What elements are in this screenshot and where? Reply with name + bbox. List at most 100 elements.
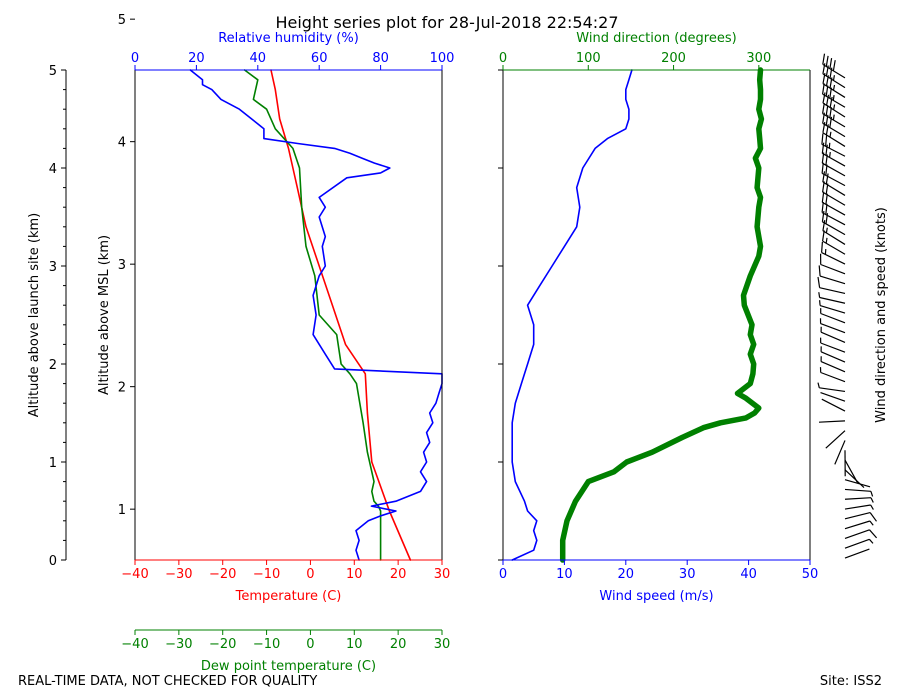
wind-barb bbox=[822, 83, 846, 108]
wind-barb bbox=[821, 241, 846, 265]
launch-axis-label: Altitude above launch site (km) bbox=[27, 213, 42, 417]
wind-barb bbox=[821, 142, 846, 167]
wind-barb bbox=[822, 53, 846, 79]
wind-barb bbox=[844, 488, 874, 497]
wind-barb bbox=[818, 420, 846, 423]
wind-barb bbox=[819, 300, 846, 314]
left-panel: 1 2 3 4 5 Altitude above MSL (km) 0 1 2 3 4 5 Altitu… bbox=[27, 13, 454, 674]
temperature-axis-tick-label: 20 bbox=[390, 567, 407, 582]
wind-barb bbox=[817, 276, 846, 295]
wind-barb bbox=[825, 430, 846, 449]
temperature-axis-tick-label: 0 bbox=[306, 567, 314, 582]
wind-barb bbox=[821, 191, 846, 216]
wind-barb bbox=[820, 253, 846, 275]
wind-speed-axis-tick-label: 30 bbox=[679, 567, 696, 582]
wind-barb bbox=[844, 512, 877, 522]
wind-speed-axis-tick-label: 50 bbox=[802, 567, 819, 582]
temperature-line bbox=[270, 69, 412, 561]
wind-barb bbox=[844, 520, 874, 530]
launch-axis-tick-label: 0 bbox=[49, 554, 57, 569]
msl-axis-tick-label: 2 bbox=[118, 381, 126, 396]
wind-speed-axis-tick-label: 0 bbox=[499, 567, 507, 582]
right-panel: 0 100 200 300 Wind direction (degrees) 0 10 20 3… bbox=[498, 31, 818, 604]
wind-direction-axis-tick-label: 200 bbox=[661, 51, 686, 66]
wind-speed-axis-tick-label: 40 bbox=[740, 567, 757, 582]
temperature-axis-tick-label: 30 bbox=[434, 567, 451, 582]
wind-barb bbox=[820, 356, 846, 373]
wind-speed-axis-label: Wind speed (m/s) bbox=[599, 589, 713, 604]
msl-axis-tick-label: 1 bbox=[118, 503, 126, 518]
wind-barb bbox=[822, 63, 846, 89]
wind-barb bbox=[822, 121, 846, 147]
wind-barb bbox=[844, 479, 871, 488]
humidity-axis-tick-label: 40 bbox=[250, 51, 267, 66]
humidity-axis-tick-label: 80 bbox=[372, 51, 389, 66]
launch-axis-tick-label: 2 bbox=[49, 358, 57, 373]
wind-barb bbox=[844, 497, 874, 503]
wind-barb bbox=[844, 504, 874, 510]
dewpoint-line bbox=[243, 69, 382, 561]
wind-barb-axis-label: Wind direction and speed (knots) bbox=[874, 207, 889, 423]
wind-barb bbox=[822, 220, 846, 245]
temperature-axis-label: Temperature (C) bbox=[235, 589, 342, 604]
launch-axis-tick-label: 1 bbox=[49, 456, 57, 471]
wind-barb bbox=[820, 326, 846, 343]
wind-barb bbox=[819, 318, 846, 334]
wind-barb bbox=[834, 440, 846, 465]
humidity-axis-tick-label: 100 bbox=[430, 51, 455, 66]
wind-direction-axis-tick-label: 0 bbox=[499, 51, 507, 66]
msl-axis-tick-label: 4 bbox=[118, 136, 126, 151]
wind-barb bbox=[818, 292, 846, 304]
wind-direction-axis-tick-label: 300 bbox=[746, 51, 771, 66]
temperature-axis-tick-label: −10 bbox=[253, 567, 280, 582]
temperature-axis-tick-label: −30 bbox=[165, 567, 192, 582]
wind-barb bbox=[820, 337, 846, 353]
wind-barb bbox=[821, 133, 846, 157]
msl-axis-tick-label: 3 bbox=[118, 258, 126, 273]
chart-title: Height series plot for 28-Jul-2018 22:54… bbox=[275, 13, 618, 32]
wind-barb bbox=[844, 469, 865, 489]
wind-barb bbox=[844, 548, 870, 559]
panels: 1 2 3 4 5 Altitude above MSL (km) 0 1 2 3 4 5 Altitu… bbox=[27, 13, 818, 674]
dewpoint-axis-label: Dew point temperature (C) bbox=[201, 659, 376, 674]
temperature-axis-tick-label: −40 bbox=[121, 567, 148, 582]
wind-barb bbox=[822, 72, 846, 98]
wind-speed-axis-tick-label: 20 bbox=[618, 567, 635, 582]
wind-barb bbox=[822, 92, 846, 118]
wind-speed-axis-tick-label: 10 bbox=[556, 567, 573, 582]
wind-barb bbox=[822, 171, 846, 196]
temperature-axis-tick-label: 10 bbox=[346, 567, 363, 582]
wind-barb bbox=[821, 398, 846, 412]
footer-site: Site: ISS2 bbox=[819, 674, 882, 689]
dewpoint-axis-tick-label: 10 bbox=[346, 637, 363, 652]
temperature-axis-tick-label: −20 bbox=[209, 567, 236, 582]
msl-axis-tick-label: 5 bbox=[118, 13, 126, 28]
wind-barb bbox=[818, 265, 846, 285]
dewpoint-axis-tick-label: 20 bbox=[390, 637, 407, 652]
launch-axis-tick-label: 3 bbox=[49, 260, 57, 275]
wind-barb bbox=[844, 459, 859, 484]
msl-axis-label: Altitude above MSL (km) bbox=[97, 235, 112, 395]
wind-barb bbox=[822, 102, 846, 128]
wind-barb bbox=[820, 308, 846, 324]
wind-direction-axis-tick-label: 100 bbox=[576, 51, 601, 66]
dewpoint-axis-tick-label: 0 bbox=[306, 637, 314, 652]
wind-barb bbox=[820, 346, 846, 363]
dewpoint-axis-tick-label: 30 bbox=[434, 637, 451, 652]
wind-barb bbox=[817, 382, 846, 393]
wind-direction-axis-label: Wind direction (degrees) bbox=[576, 31, 736, 46]
footer-quality-note: REAL-TIME DATA, NOT CHECKED FOR QUALITY bbox=[18, 674, 318, 689]
humidity-axis-label: Relative humidity (%) bbox=[218, 31, 359, 46]
wind-speed-line bbox=[511, 69, 633, 561]
wind-barb bbox=[820, 392, 846, 402]
wind-direction-line bbox=[559, 67, 765, 563]
wind-barb bbox=[844, 529, 878, 540]
dewpoint-axis-tick-label: −20 bbox=[209, 637, 236, 652]
dewpoint-axis-tick-label: −10 bbox=[253, 637, 280, 652]
launch-axis-tick-label: 5 bbox=[49, 64, 57, 79]
humidity-axis-tick-label: 60 bbox=[311, 51, 328, 66]
wind-barb bbox=[822, 230, 846, 255]
wind-barb bbox=[822, 112, 846, 138]
wind-barb bbox=[819, 367, 846, 383]
